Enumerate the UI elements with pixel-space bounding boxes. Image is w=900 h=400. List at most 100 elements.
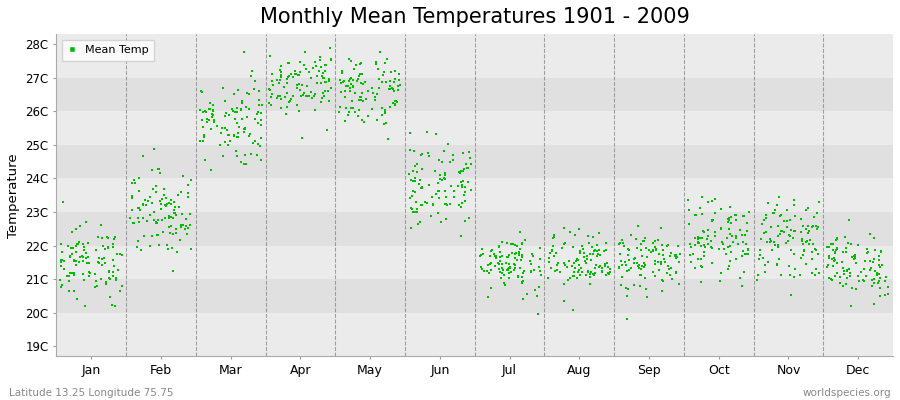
Point: [254, 135, 268, 141]
Point: [574, 269, 589, 276]
Point: [571, 268, 585, 275]
Point: [75, 253, 89, 260]
Point: [584, 244, 598, 250]
Point: [562, 275, 577, 281]
Point: [140, 198, 155, 204]
Point: [694, 278, 708, 285]
Point: [806, 214, 821, 220]
Point: [624, 265, 638, 271]
Point: [514, 254, 528, 260]
Point: [808, 246, 823, 253]
Point: [389, 98, 403, 104]
Point: [270, 77, 284, 83]
Point: [621, 252, 635, 258]
Point: [860, 248, 875, 255]
Point: [102, 235, 116, 241]
Point: [532, 284, 546, 290]
Point: [553, 268, 567, 275]
Point: [524, 269, 538, 275]
Point: [542, 254, 556, 261]
Point: [166, 268, 181, 274]
Point: [707, 209, 722, 216]
Point: [531, 310, 545, 317]
Point: [280, 76, 294, 82]
Point: [869, 270, 884, 276]
Point: [483, 248, 498, 254]
Point: [848, 252, 862, 258]
Point: [770, 233, 785, 239]
Point: [600, 264, 615, 270]
Point: [82, 268, 96, 275]
Point: [655, 278, 670, 284]
Point: [176, 222, 190, 228]
Point: [723, 242, 737, 249]
Point: [866, 259, 880, 265]
Point: [561, 277, 575, 284]
Point: [508, 251, 523, 258]
Point: [668, 252, 682, 258]
Point: [401, 171, 416, 177]
Point: [126, 220, 140, 226]
Point: [404, 225, 419, 231]
Point: [826, 241, 841, 247]
Point: [274, 96, 289, 102]
Point: [880, 284, 895, 290]
Point: [274, 105, 288, 112]
Point: [638, 262, 652, 268]
Point: [492, 254, 507, 260]
Point: [489, 255, 503, 261]
Point: [107, 263, 122, 269]
Point: [345, 98, 359, 104]
Point: [714, 226, 728, 232]
Point: [202, 106, 216, 112]
Point: [420, 129, 435, 135]
Point: [62, 288, 77, 294]
Point: [868, 276, 882, 282]
Point: [648, 257, 662, 264]
Point: [222, 112, 237, 118]
Point: [842, 217, 856, 223]
Point: [612, 263, 626, 270]
Point: [511, 252, 526, 259]
Point: [105, 272, 120, 279]
Point: [642, 247, 656, 254]
Point: [288, 71, 302, 78]
Point: [736, 247, 751, 254]
Point: [707, 233, 722, 239]
Point: [578, 258, 592, 265]
Point: [131, 188, 146, 194]
Point: [144, 233, 158, 240]
Point: [347, 90, 362, 96]
Point: [69, 249, 84, 255]
Point: [686, 251, 700, 257]
Point: [488, 263, 502, 270]
Point: [71, 240, 86, 247]
Point: [669, 268, 683, 275]
Point: [795, 238, 809, 244]
Point: [557, 260, 572, 266]
Point: [130, 244, 144, 250]
Point: [820, 244, 834, 250]
Point: [868, 247, 883, 253]
Point: [657, 256, 671, 262]
Point: [296, 89, 310, 96]
Point: [346, 66, 361, 72]
Point: [176, 173, 190, 179]
Point: [305, 95, 320, 102]
Point: [844, 254, 859, 260]
Point: [107, 236, 122, 242]
Point: [333, 89, 347, 95]
Point: [288, 67, 302, 74]
Point: [233, 106, 248, 113]
Point: [598, 240, 613, 247]
Point: [272, 93, 286, 99]
Point: [595, 268, 609, 274]
Point: [378, 79, 392, 85]
Point: [265, 91, 279, 98]
Point: [376, 121, 391, 127]
Point: [812, 270, 826, 276]
Point: [161, 246, 176, 252]
Point: [772, 194, 787, 201]
Point: [455, 168, 470, 174]
Point: [162, 213, 176, 220]
